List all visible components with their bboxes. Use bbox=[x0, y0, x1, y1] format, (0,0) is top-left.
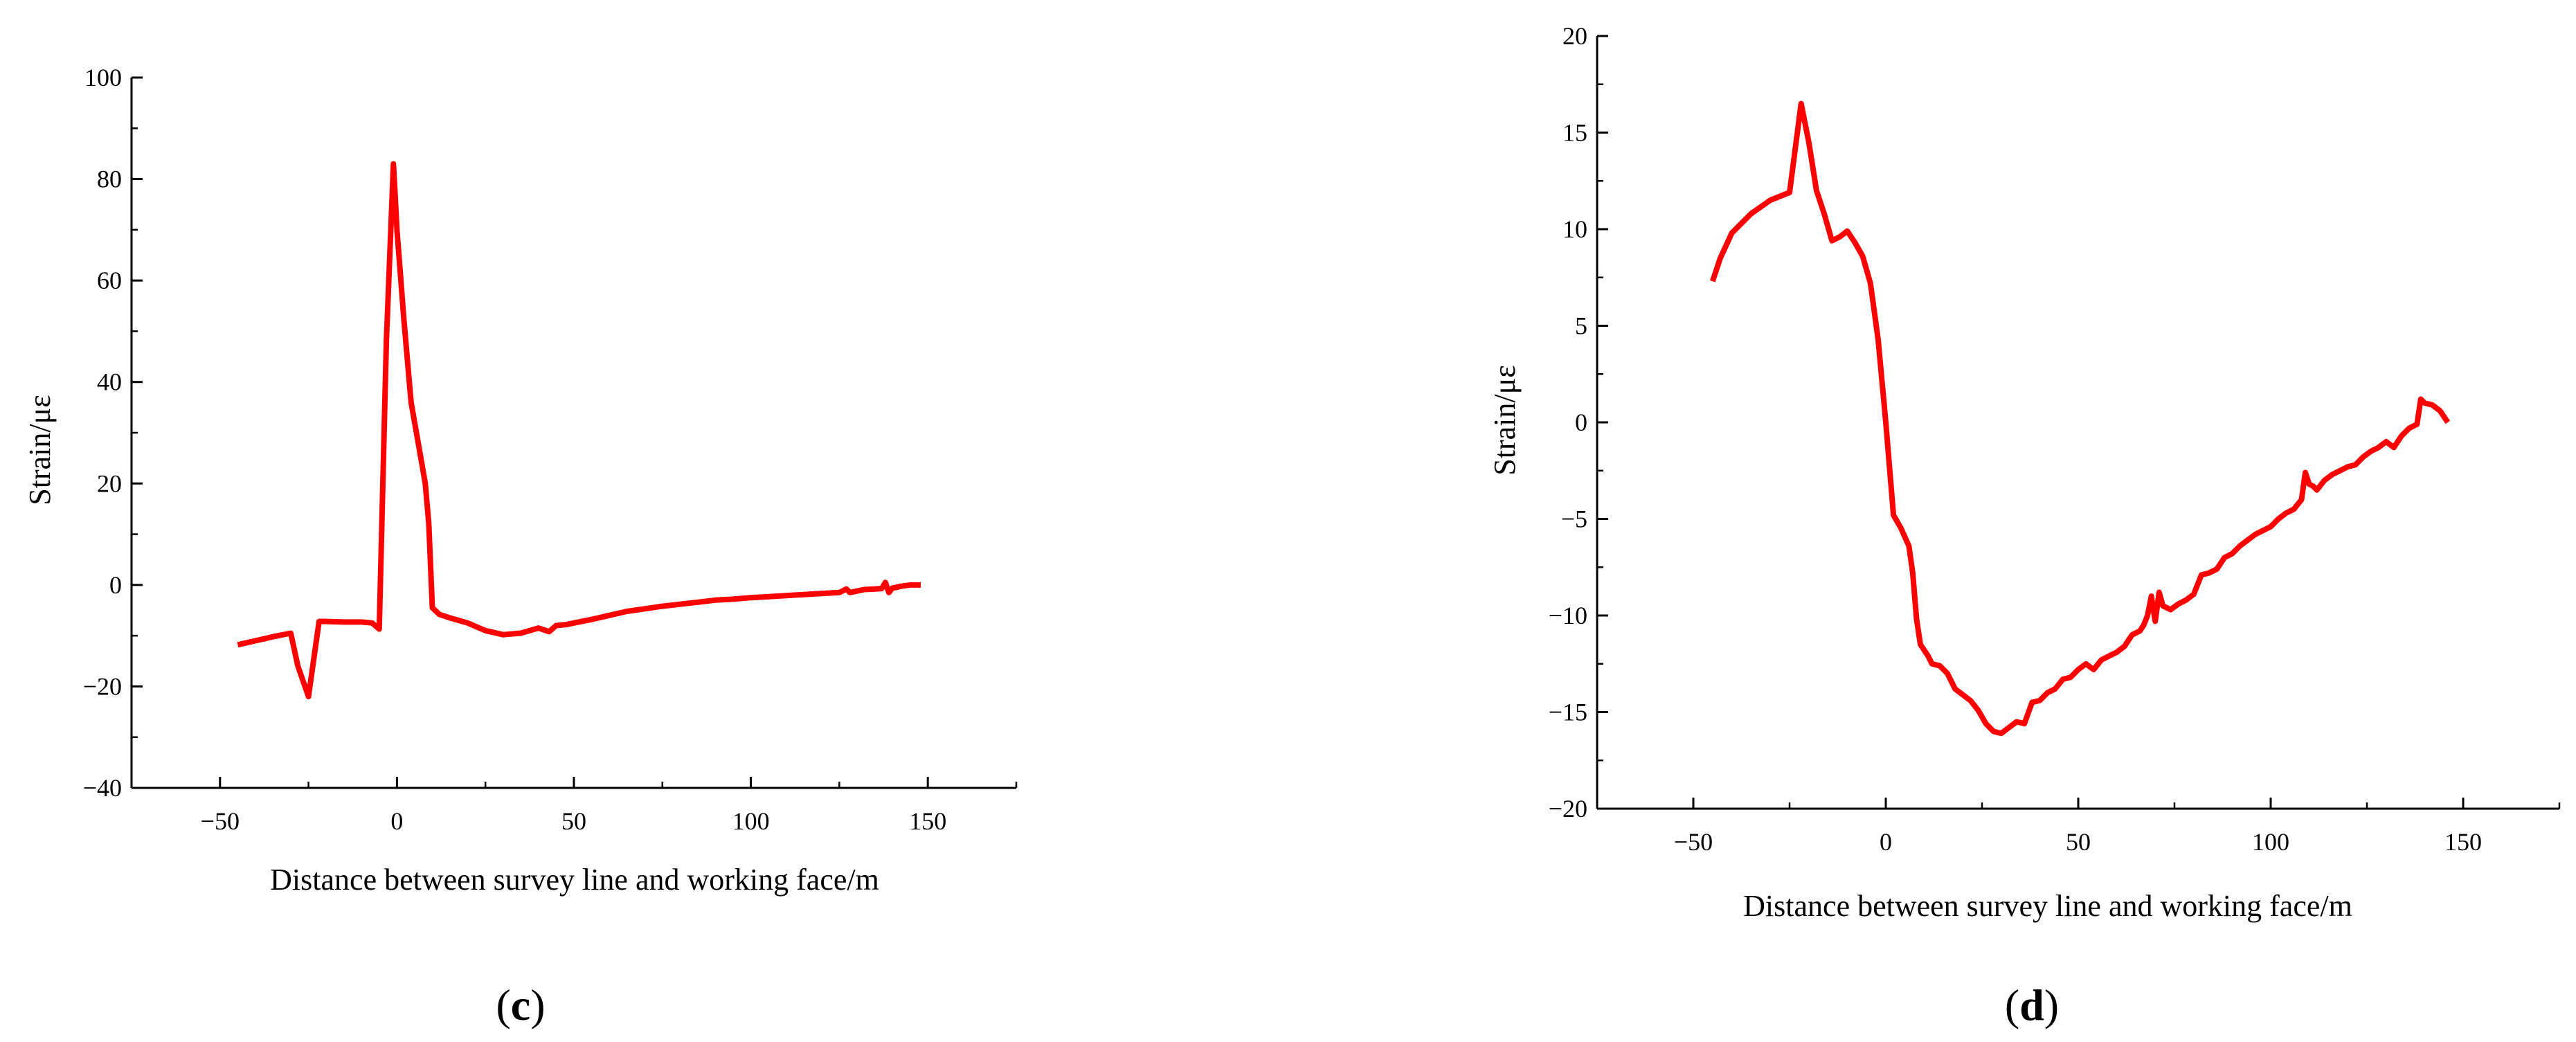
y-tick-label-c: −40 bbox=[83, 774, 122, 802]
y-tick-label-d: −10 bbox=[1549, 602, 1587, 629]
x-tick-label-d: 100 bbox=[2252, 828, 2289, 856]
y-tick-label-c: 100 bbox=[84, 64, 122, 91]
y-tick-label-d: −5 bbox=[1561, 505, 1587, 533]
panel-label-c: (c) bbox=[496, 980, 545, 1030]
x-tick-label-d: −50 bbox=[1674, 828, 1713, 856]
x-tick-label-c: 100 bbox=[732, 807, 770, 835]
y-tick-label-c: 0 bbox=[109, 571, 122, 599]
panel-label-d: (d) bbox=[2005, 980, 2059, 1030]
y-tick-label-c: 60 bbox=[97, 267, 122, 294]
y-axis-title-c: Strain/με bbox=[23, 395, 57, 505]
x-tick-label-c: 0 bbox=[390, 807, 403, 835]
x-tick-label-c: 150 bbox=[909, 807, 946, 835]
series-layer-c bbox=[237, 161, 921, 700]
x-axis-title-c: Distance between survey line and working… bbox=[270, 863, 879, 897]
series-line-d-0 bbox=[1710, 100, 2451, 737]
y-tick-label-d: 15 bbox=[1562, 119, 1587, 147]
x-tick-label-d: 0 bbox=[1880, 828, 1892, 856]
x-tick-label-d: 50 bbox=[2066, 828, 2091, 856]
y-tick-label-c: 20 bbox=[97, 469, 122, 497]
y-tick-label-d: 10 bbox=[1562, 215, 1587, 243]
chart-panel-c: −40 −20 0 20 40 60 80 100 −50 0 50 100 150 Distance … bbox=[23, 64, 1018, 1030]
y-tick-label-d: 20 bbox=[1562, 22, 1587, 50]
y-tick-label-c: 40 bbox=[97, 368, 122, 396]
y-tick-label-c: −20 bbox=[83, 672, 122, 700]
x-tick-label-d: 150 bbox=[2444, 828, 2482, 856]
x-tick-label-c: −50 bbox=[201, 807, 240, 835]
panel-letter-c: c bbox=[511, 980, 530, 1030]
y-tick-label-d: −20 bbox=[1549, 795, 1587, 823]
y-tick-label-d: 0 bbox=[1575, 408, 1587, 436]
y-tick-label-d: −15 bbox=[1549, 699, 1587, 726]
series-line-c-0 bbox=[237, 161, 921, 700]
y-tick-label-c: 80 bbox=[97, 165, 122, 193]
x-tick-label-c: 50 bbox=[561, 807, 586, 835]
y-axis-title-d: Strain/με bbox=[1488, 365, 1522, 475]
series-layer-d bbox=[1710, 100, 2451, 737]
y-tick-label-d: 5 bbox=[1575, 312, 1587, 340]
axes-c: −40 −20 0 20 40 60 80 100 −50 0 50 100 150 bbox=[83, 64, 1018, 835]
panel-letter-d: d bbox=[2019, 980, 2044, 1030]
x-axis-title-d: Distance between survey line and working… bbox=[1743, 889, 2352, 923]
